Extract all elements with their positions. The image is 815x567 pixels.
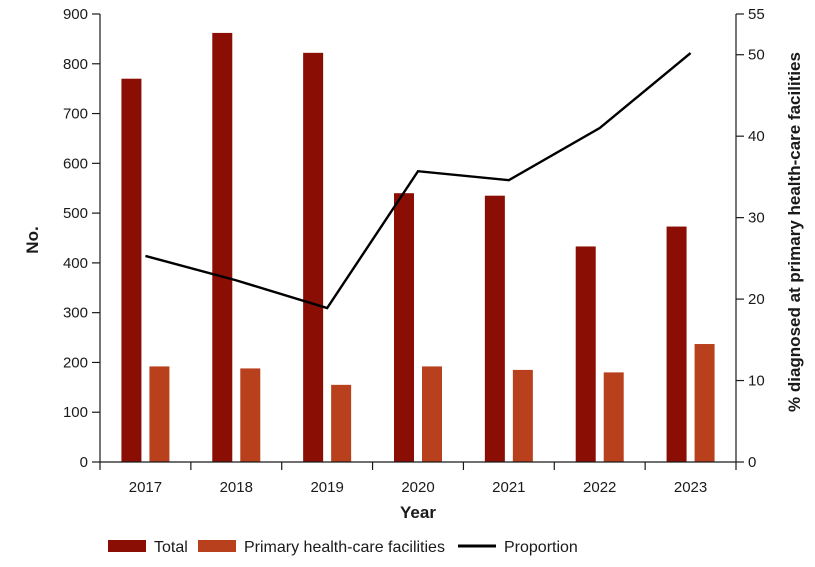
bar-total	[575, 246, 596, 462]
bar-primary	[240, 368, 261, 462]
x-tick-label: 2019	[310, 479, 343, 496]
y2-axis-title: % diagnosed at primary health-care facil…	[785, 52, 804, 412]
y2-tick-label: 40	[748, 128, 765, 145]
bar-total	[394, 193, 414, 462]
x-tick-label: 2020	[401, 479, 434, 496]
y-tick-label: 0	[80, 454, 88, 471]
bar-total	[121, 78, 142, 462]
y-axis-title: No.	[23, 226, 42, 253]
y-tick-label: 800	[63, 56, 88, 73]
y2-tick-label: 30	[748, 210, 765, 227]
bars-layer	[121, 32, 715, 463]
y-tick-label: 500	[63, 205, 88, 222]
x-tick-label: 2018	[220, 479, 253, 496]
bar-primary	[149, 366, 170, 462]
x-tick-label: 2023	[674, 479, 707, 496]
ticks-layer: 0 100 200 300 400 500 600 700 800 900 0 10 20 30 40 50 5…	[63, 6, 765, 496]
legend-swatch-primary	[198, 540, 236, 552]
y-tick-label: 200	[63, 354, 88, 371]
axes-layer	[99, 14, 737, 463]
proportion-line	[145, 52, 692, 310]
legend-label-proportion: Proportion	[504, 539, 578, 556]
legend-swatch-total	[108, 540, 146, 552]
y-tick-label: 900	[63, 6, 88, 23]
y2-tick-label: 50	[748, 47, 765, 64]
y2-tick-label: 0	[748, 454, 756, 471]
legend-label-total: Total	[154, 539, 188, 556]
y2-tick-label: 55	[748, 6, 765, 23]
y-tick-label: 300	[63, 305, 88, 322]
x-axis-title: Year	[400, 503, 436, 522]
y-tick-label: 600	[63, 155, 88, 172]
bar-total	[484, 195, 505, 462]
bar-total	[303, 52, 324, 463]
legend: Total Primary health-care facilities Pro…	[108, 539, 578, 556]
bar-primary	[512, 369, 533, 462]
bar-primary	[603, 372, 624, 462]
bar-primary	[331, 384, 352, 462]
y2-tick-label: 10	[748, 373, 765, 390]
y2-tick-label: 20	[748, 291, 765, 308]
x-tick-label: 2021	[492, 479, 525, 496]
proportion-line-layer	[145, 52, 692, 310]
bar-primary	[422, 366, 442, 462]
y-tick-label: 700	[63, 106, 88, 123]
y-tick-label: 100	[63, 404, 88, 421]
legend-label-primary: Primary health-care facilities	[244, 539, 445, 556]
y-tick-label: 400	[63, 255, 88, 272]
x-tick-label: 2022	[583, 479, 616, 496]
x-tick-label: 2017	[129, 479, 162, 496]
bar-total	[666, 226, 687, 462]
bar-primary	[694, 344, 715, 462]
bar-total	[212, 32, 233, 462]
